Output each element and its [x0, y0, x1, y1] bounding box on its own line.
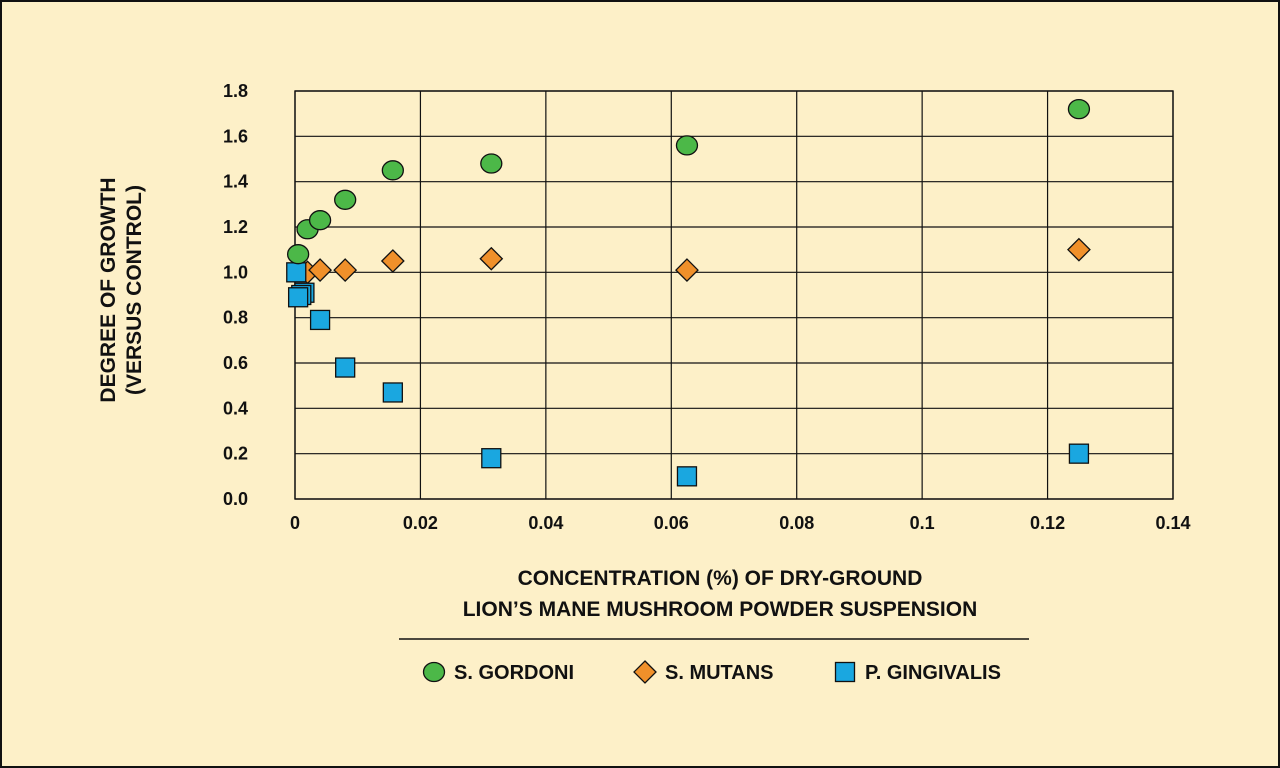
s-gordoni-point	[480, 153, 503, 174]
s-gordoni-point	[286, 244, 310, 265]
p-gingivalis-point	[286, 262, 307, 283]
s-gordoni-point	[1067, 98, 1091, 120]
p-gingivalis-point	[1068, 443, 1090, 464]
x-axis-title-line2: LION’S MANE MUSHROOM POWDER SUSPENSION	[463, 598, 978, 621]
x-axis-title-line1: CONCENTRATION (%) OF DRY-GROUND	[518, 567, 923, 590]
y-tick-label: 0.8	[223, 308, 248, 328]
legend-marker-s-mutans	[633, 660, 657, 684]
legend-marker-s-gordoni	[422, 661, 446, 683]
grid	[294, 90, 1174, 500]
y-tick-label: 0.2	[223, 444, 248, 464]
y-axis-title-line1: DEGREE OF GROWTH	[97, 177, 120, 402]
s-gordoni-point	[308, 210, 332, 231]
s-mutans-point	[479, 246, 504, 271]
y-axis-title-line2: (VERSUS CONTROL)	[123, 185, 146, 395]
x-tick-label: 0.14	[1155, 513, 1190, 533]
s-mutans-point	[380, 249, 405, 273]
p-gingivalis-point	[481, 448, 502, 469]
tick-labels: 0.0 0.2 0.4 0.6 0.8 1.0 1.2 1.4 1.6 1.8 0 0.02 0.04 0…	[223, 81, 1191, 533]
x-tick-label: 0.02	[403, 513, 438, 533]
legend: S. GORDONI S. MUTANS P. GINGIVALIS	[422, 660, 1001, 684]
x-tick-label: 0.12	[1030, 513, 1065, 533]
p-gingivalis-point	[382, 382, 403, 403]
y-tick-label: 0.4	[223, 398, 248, 418]
p-gingivalis-point	[287, 287, 309, 308]
s-mutans-point	[675, 258, 699, 282]
legend-label-p-gingivalis: P. GINGIVALIS	[865, 662, 1001, 684]
y-tick-label: 0.6	[223, 353, 248, 373]
plot-frame	[294, 90, 1174, 500]
p-gingivalis-point	[335, 357, 356, 378]
s-mutans-point	[333, 258, 358, 282]
x-tick-label: 0	[290, 513, 300, 533]
s-mutans-point	[1067, 237, 1091, 262]
s-gordoni-point	[675, 135, 699, 156]
legend-marker-p-gingivalis	[834, 661, 856, 683]
y-tick-label: 1.4	[223, 172, 248, 192]
s-gordoni-point	[381, 160, 404, 181]
legend-label-s-gordoni: S. GORDONI	[454, 662, 574, 684]
data-points	[286, 98, 1091, 487]
x-tick-label: 0.06	[654, 513, 689, 533]
y-tick-label: 1.6	[223, 126, 248, 146]
s-mutans-point	[308, 258, 333, 282]
y-tick-label: 1.0	[223, 262, 248, 282]
y-tick-label: 1.8	[223, 81, 248, 101]
p-gingivalis-point	[309, 309, 331, 331]
y-tick-label: 1.2	[223, 217, 248, 237]
x-tick-label: 0.08	[779, 513, 814, 533]
x-tick-label: 0.1	[910, 513, 935, 533]
x-tick-label: 0.04	[528, 513, 563, 533]
y-tick-label: 0.0	[223, 489, 248, 509]
s-gordoni-point	[334, 189, 357, 210]
p-gingivalis-point	[676, 466, 698, 487]
legend-label-s-mutans: S. MUTANS	[665, 662, 774, 684]
